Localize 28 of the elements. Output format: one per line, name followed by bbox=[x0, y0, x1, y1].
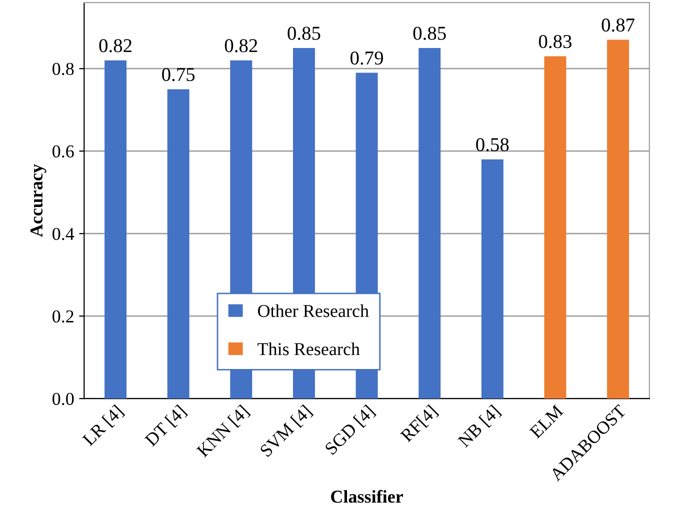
y-tick-label: 0.8 bbox=[52, 62, 74, 76]
x-tick-label: LR [4] bbox=[82, 404, 126, 448]
legend-label: This Research bbox=[258, 342, 360, 356]
data-label: 0.75 bbox=[162, 68, 195, 82]
bar bbox=[544, 56, 566, 399]
bar bbox=[607, 40, 630, 399]
y-tick-label: 0.2 bbox=[52, 310, 74, 323]
x-tick-label: DT [4] bbox=[144, 404, 188, 448]
data-label: 0.82 bbox=[99, 39, 132, 52]
data-label: 0.85 bbox=[413, 26, 446, 40]
data-label: 0.79 bbox=[350, 51, 384, 65]
x-tick-label: SGD [4] bbox=[324, 404, 376, 457]
data-label: 0.83 bbox=[538, 34, 572, 48]
y-tick-label: 0.4 bbox=[52, 228, 74, 240]
data-label: 0.85 bbox=[288, 26, 320, 40]
x-tick-label: NB [4] bbox=[456, 404, 502, 450]
bar bbox=[418, 48, 441, 399]
y-axis-title: Accuracy bbox=[30, 164, 46, 238]
data-label: 0.87 bbox=[602, 18, 634, 32]
bar bbox=[104, 60, 127, 399]
data-label: 0.58 bbox=[476, 138, 509, 152]
legend-label: Other Research bbox=[258, 304, 369, 318]
y-tick-label: 0.6 bbox=[52, 145, 74, 158]
bar bbox=[481, 159, 504, 399]
x-axis-title: Classifier bbox=[331, 490, 403, 503]
data-label: 0.82 bbox=[224, 39, 258, 52]
y-tick-label: 0.0 bbox=[52, 392, 74, 406]
bar bbox=[167, 89, 190, 399]
